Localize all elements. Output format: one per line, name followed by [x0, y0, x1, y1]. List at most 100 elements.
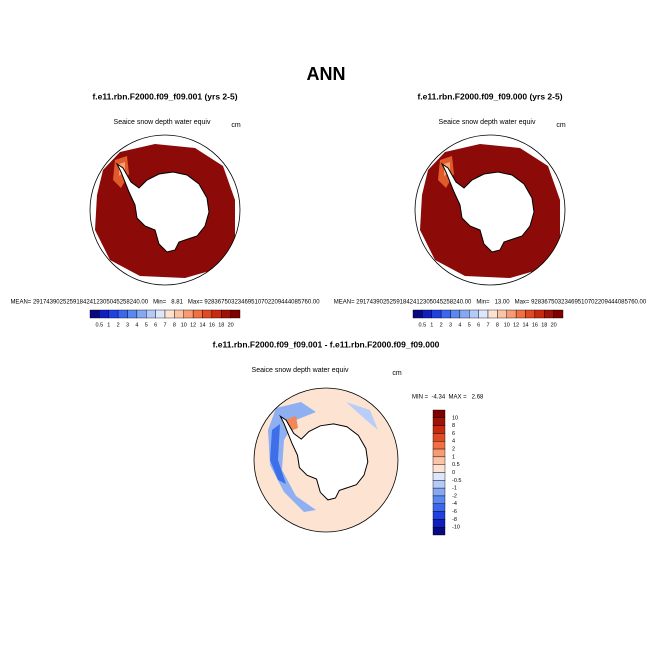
stats: MEAN= 29174390252591842412305045258240.0…	[334, 300, 647, 306]
panel-title: f.e11.rbn.F2000.f09_f09.001 (yrs 2-5)	[92, 91, 237, 101]
colorbar-box	[432, 425, 446, 434]
diff-neg	[268, 402, 316, 512]
colorbar-box	[487, 309, 498, 319]
colorbar-box	[432, 433, 446, 442]
map	[420, 144, 560, 278]
figure-title: ANN	[307, 64, 346, 84]
colorbar-label: -2	[452, 493, 457, 499]
colorbar-label: 4	[452, 439, 455, 445]
colorbar-box	[108, 309, 119, 319]
colorbar-label: 0.5	[452, 462, 460, 468]
colorbar-box	[432, 526, 446, 536]
colorbar-box	[432, 472, 446, 481]
colorbar-box	[432, 511, 446, 520]
colorbar-box	[432, 487, 446, 497]
panel-title: f.e11.rbn.F2000.f09_f09.001 - f.e11.rbn.…	[213, 339, 440, 349]
colorbar-label: 14	[199, 322, 205, 328]
map-border	[253, 387, 399, 533]
colorbar-box	[174, 309, 184, 319]
colorbar-box	[432, 495, 446, 504]
colorbar-label: 20	[228, 322, 234, 328]
colorbar-box	[136, 309, 147, 319]
colorbar-box	[202, 309, 213, 319]
colorbar-box	[221, 309, 231, 319]
colorbar-label: 20	[551, 322, 557, 328]
colorbar-box	[117, 309, 128, 319]
colorbar-label: 12	[513, 322, 519, 328]
units-label: cm	[556, 122, 566, 129]
colorbar-label: 2	[452, 447, 455, 453]
antarctica	[279, 414, 369, 501]
map-border	[89, 134, 241, 286]
colorbar-box	[412, 309, 423, 319]
colorbar-label: 8	[173, 322, 176, 328]
map	[254, 388, 398, 532]
colorbar-label: 1	[107, 322, 110, 328]
colorbar-box	[478, 309, 489, 319]
colorbar-box	[211, 309, 222, 319]
colorbar-label: 0.5	[96, 322, 104, 328]
colorbar-label: -6	[452, 509, 457, 515]
colorbar-label: 3	[126, 322, 129, 328]
colorbar-label: -0.5	[452, 478, 461, 484]
diff-neg	[270, 424, 286, 484]
colorbar-box	[432, 417, 446, 426]
stats: MEAN= 29174390252591842412305045258240.0…	[10, 300, 320, 306]
colorbar-box	[230, 309, 241, 319]
colorbar-box	[432, 464, 446, 473]
colorbar-box	[164, 309, 175, 319]
colorbar-label: 5	[468, 322, 471, 328]
colorbar-label: 1	[430, 322, 433, 328]
antarctica	[440, 162, 535, 253]
colorbar-label: 4	[135, 322, 138, 328]
variable-label: Seaice snow depth water equiv	[439, 119, 536, 126]
colorbar-label: 1	[452, 454, 455, 460]
variable-label: Seaice snow depth water equiv	[114, 119, 211, 126]
variable-label: Seaice snow depth water equiv	[252, 367, 349, 374]
colorbar-label: 7	[486, 322, 489, 328]
map-border	[414, 134, 566, 286]
colorbar-box	[432, 480, 446, 489]
colorbar-label: 5	[145, 322, 148, 328]
colorbar-box	[553, 309, 564, 319]
colorbar-label: 14	[522, 322, 528, 328]
antarctica	[115, 162, 210, 253]
colorbar-box	[432, 441, 446, 450]
colorbar-box	[432, 503, 446, 512]
colorbar-box	[450, 309, 461, 319]
colorbar-box	[432, 409, 446, 419]
colorbar-box	[459, 309, 470, 319]
colorbar-label: 6	[477, 322, 480, 328]
colorbar-label: -1	[452, 486, 457, 492]
colorbar-box	[89, 309, 100, 319]
colorbar-box	[497, 309, 507, 319]
colorbar-label: 8	[452, 423, 455, 429]
colorbar-box	[183, 309, 194, 319]
colorbar-box	[440, 309, 451, 319]
colorbar-label: 12	[190, 322, 196, 328]
colorbar-box	[192, 309, 203, 319]
units-label: cm	[231, 122, 241, 129]
colorbar-label: 2	[117, 322, 120, 328]
colorbar-box	[432, 448, 446, 458]
colorbar-label: 0.5	[419, 322, 427, 328]
panel-title: f.e11.rbn.F2000.f09_f09.000 (yrs 2-5)	[417, 91, 562, 101]
colorbar-label: -10	[452, 525, 460, 531]
colorbar-label: -4	[452, 501, 457, 507]
colorbar-label: 6	[452, 431, 455, 437]
colorbar-box	[432, 519, 446, 528]
colorbar-box	[127, 309, 138, 319]
colorbar-label: 18	[218, 322, 224, 328]
colorbar-label: 2	[440, 322, 443, 328]
colorbar-box	[506, 309, 517, 319]
colorbar-label: 3	[449, 322, 452, 328]
colorbar-box	[515, 309, 526, 319]
colorbar-label: 0	[452, 470, 455, 476]
colorbar-box	[432, 456, 446, 465]
colorbar-label: 10	[181, 322, 187, 328]
colorbar-label: 18	[541, 322, 547, 328]
map	[95, 144, 235, 278]
units-label: cm	[392, 370, 402, 377]
